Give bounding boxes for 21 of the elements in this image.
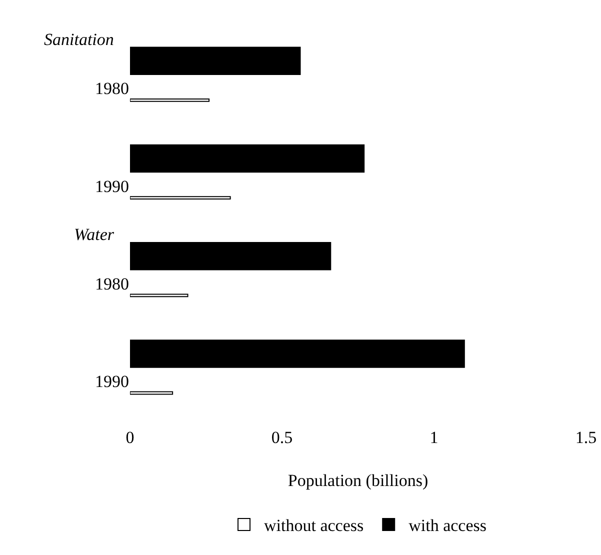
y-tick-label: 1990	[95, 372, 129, 392]
x-tick-label: 0.5	[271, 428, 293, 447]
bar	[130, 340, 465, 368]
bar	[130, 98, 210, 102]
y-tick-label: 1980	[95, 79, 129, 98]
legend-label: without access	[264, 516, 364, 536]
text: Water	[74, 225, 114, 244]
bar	[130, 144, 365, 173]
x-tick-label: 1.5	[575, 428, 597, 447]
text: Sanitation	[44, 30, 114, 49]
bar	[130, 294, 188, 298]
x-tick-label: 0	[126, 428, 134, 447]
x-axis-title: Population (billions)	[288, 471, 428, 490]
bar	[130, 391, 174, 395]
bar	[130, 46, 301, 76]
bar	[130, 242, 332, 270]
legend-label: with access	[408, 516, 486, 536]
y-tick-label: 1980	[95, 274, 129, 294]
x-tick-label: 1	[430, 428, 438, 447]
bar	[130, 196, 231, 200]
y-tick-label: 1990	[95, 176, 129, 196]
